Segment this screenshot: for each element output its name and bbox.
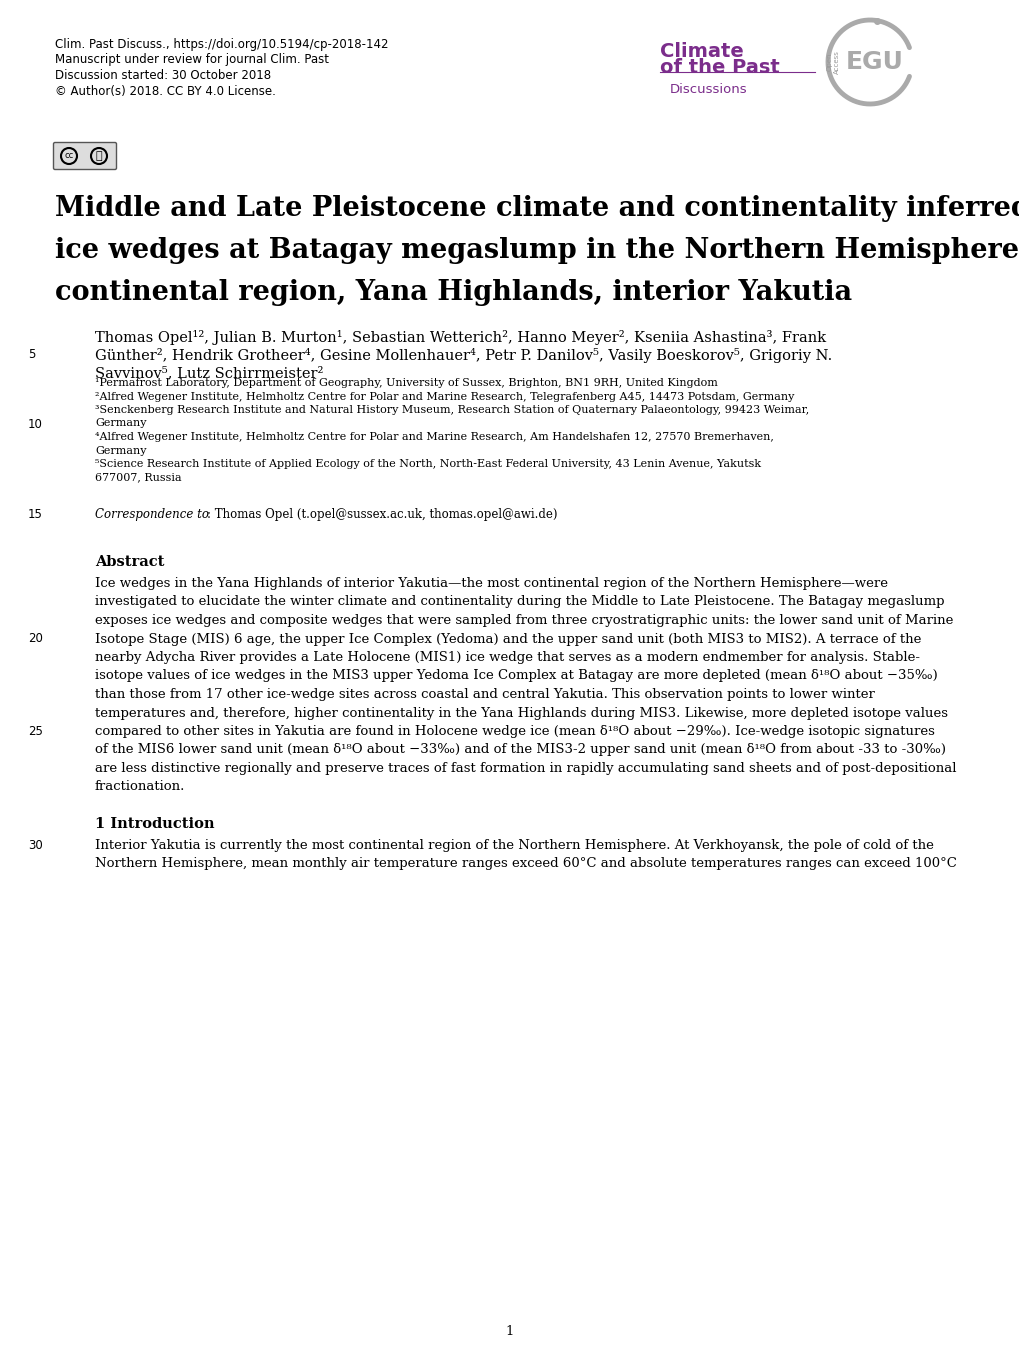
FancyBboxPatch shape — [53, 143, 116, 169]
Text: Thomas Opel¹², Julian B. Murton¹, Sebastian Wetterich², Hanno Meyer², Kseniia As: Thomas Opel¹², Julian B. Murton¹, Sebast… — [95, 330, 825, 346]
Text: 677007, Russia: 677007, Russia — [95, 472, 181, 483]
Text: Ice wedges in the Yana Highlands of interior Yakutia—the most continental region: Ice wedges in the Yana Highlands of inte… — [95, 577, 888, 590]
Text: ⁴Alfred Wegener Institute, Helmholtz Centre for Polar and Marine Research, Am Ha: ⁴Alfred Wegener Institute, Helmholtz Cen… — [95, 432, 773, 443]
Text: Correspondence to: Correspondence to — [95, 508, 209, 521]
Text: Clim. Past Discuss., https://doi.org/10.5194/cp-2018-142: Clim. Past Discuss., https://doi.org/10.… — [55, 38, 388, 51]
Text: 1: 1 — [505, 1325, 514, 1338]
Text: ¹Permafrost Laboratory, Department of Geography, University of Sussex, Brighton,: ¹Permafrost Laboratory, Department of Ge… — [95, 378, 717, 387]
Text: continental region, Yana Highlands, interior Yakutia: continental region, Yana Highlands, inte… — [55, 278, 851, 307]
Text: 10: 10 — [28, 418, 43, 432]
Text: ⁵Science Research Institute of Applied Ecology of the North, North-East Federal : ⁵Science Research Institute of Applied E… — [95, 459, 760, 469]
Text: Isotope Stage (MIS) 6 age, the upper Ice Complex (Yedoma) and the upper sand uni: Isotope Stage (MIS) 6 age, the upper Ice… — [95, 632, 920, 646]
Text: investigated to elucidate the winter climate and continentality during the Middl: investigated to elucidate the winter cli… — [95, 596, 944, 608]
Text: Interior Yakutia is currently the most continental region of the Northern Hemisp: Interior Yakutia is currently the most c… — [95, 839, 933, 851]
Text: cc: cc — [64, 152, 73, 160]
Text: Open
Access: Open Access — [825, 50, 839, 74]
Text: 1 Introduction: 1 Introduction — [95, 816, 214, 831]
Text: than those from 17 other ice-wedge sites across coastal and central Yakutia. Thi: than those from 17 other ice-wedge sites… — [95, 689, 874, 701]
Text: are less distinctive regionally and preserve traces of fast formation in rapidly: are less distinctive regionally and pres… — [95, 763, 956, 775]
Text: exposes ice wedges and composite wedges that were sampled from three cryostratig: exposes ice wedges and composite wedges … — [95, 615, 953, 627]
Text: Northern Hemisphere, mean monthly air temperature ranges exceed 60°C and absolut: Northern Hemisphere, mean monthly air te… — [95, 858, 956, 870]
Text: : Thomas Opel (t.opel@sussex.ac.uk, thomas.opel@awi.de): : Thomas Opel (t.opel@sussex.ac.uk, thom… — [207, 508, 557, 521]
Text: ²Alfred Wegener Institute, Helmholtz Centre for Polar and Marine Research, Teleg: ²Alfred Wegener Institute, Helmholtz Cen… — [95, 391, 794, 402]
Text: EGU: EGU — [845, 50, 903, 74]
Text: compared to other sites in Yakutia are found in Holocene wedge ice (mean δ¹⁸O ab: compared to other sites in Yakutia are f… — [95, 725, 934, 738]
Text: of the Past: of the Past — [659, 58, 779, 77]
Text: Climate: Climate — [659, 42, 743, 61]
Text: 20: 20 — [28, 632, 43, 646]
Text: Savvinov⁵, Lutz Schirrmeister²: Savvinov⁵, Lutz Schirrmeister² — [95, 366, 323, 381]
Text: ice wedges at Batagay megaslump in the Northern Hemisphere’s most: ice wedges at Batagay megaslump in the N… — [55, 237, 1019, 264]
Text: ³Senckenberg Research Institute and Natural History Museum, Research Station of : ³Senckenberg Research Institute and Natu… — [95, 405, 808, 416]
Text: Germany: Germany — [95, 418, 147, 429]
Text: © Author(s) 2018. CC BY 4.0 License.: © Author(s) 2018. CC BY 4.0 License. — [55, 85, 275, 97]
Text: Middle and Late Pleistocene climate and continentality inferred from: Middle and Late Pleistocene climate and … — [55, 195, 1019, 222]
Text: fractionation.: fractionation. — [95, 780, 185, 794]
Text: Discussion started: 30 October 2018: Discussion started: 30 October 2018 — [55, 69, 271, 82]
Text: 30: 30 — [28, 839, 43, 851]
Text: Manuscript under review for journal Clim. Past: Manuscript under review for journal Clim… — [55, 54, 329, 66]
Text: isotope values of ice wedges in the MIS3 upper Yedoma Ice Complex at Batagay are: isotope values of ice wedges in the MIS3… — [95, 670, 936, 682]
Text: nearby Adycha River provides a Late Holocene (MIS1) ice wedge that serves as a m: nearby Adycha River provides a Late Holo… — [95, 651, 919, 664]
Text: 5: 5 — [28, 348, 36, 360]
Text: 15: 15 — [28, 508, 43, 521]
Text: of the MIS6 lower sand unit (mean δ¹⁸O about −33‰) and of the MIS3-2 upper sand : of the MIS6 lower sand unit (mean δ¹⁸O a… — [95, 744, 945, 756]
Text: ⓘ: ⓘ — [96, 151, 102, 161]
Text: 25: 25 — [28, 725, 43, 738]
Text: Discussions: Discussions — [669, 83, 747, 95]
Text: Germany: Germany — [95, 445, 147, 456]
Text: Günther², Hendrik Grotheer⁴, Gesine Mollenhauer⁴, Petr P. Danilov⁵, Vasily Boesk: Günther², Hendrik Grotheer⁴, Gesine Moll… — [95, 348, 832, 363]
Text: temperatures and, therefore, higher continentality in the Yana Highlands during : temperatures and, therefore, higher cont… — [95, 706, 947, 720]
Text: Abstract: Abstract — [95, 555, 164, 569]
